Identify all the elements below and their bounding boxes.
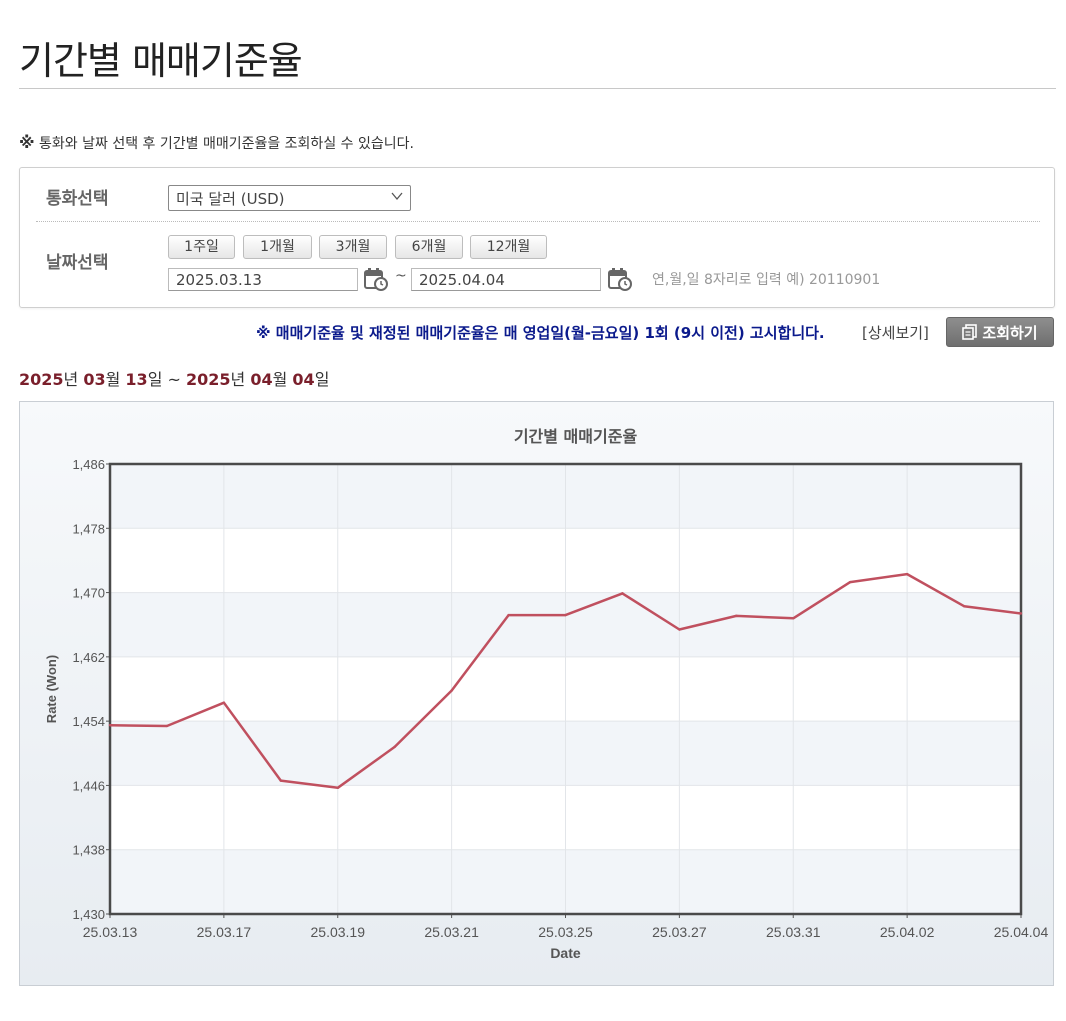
data-point [165, 724, 169, 728]
search-form: 통화선택 미국 달러 (USD) 날짜선택 1주일 1개월 3개월 6개월 12… [19, 167, 1055, 308]
y-tick-label: 1,446 [72, 778, 105, 793]
start-date-input[interactable]: 2025.03.13 [168, 268, 358, 291]
data-point [393, 745, 396, 749]
rate-line-chart: 1,430 1,438 1,446 1,454 1,462 1,470 1,478 1,486… [44, 427, 1049, 961]
start-year: 2025 [19, 370, 64, 389]
currency-label: 통화선택 [46, 189, 109, 209]
data-point [450, 689, 453, 692]
currency-select-value: 미국 달러 (USD) [176, 190, 285, 208]
data-point [678, 628, 681, 631]
y-tick-label: 1,462 [72, 650, 105, 665]
plot-border [108, 462, 1023, 916]
y-tick-label: 1,438 [72, 843, 105, 858]
day-unit: 일 [314, 370, 330, 389]
range-separator: ~ [162, 370, 186, 389]
x-tick-label: 25.03.17 [197, 924, 252, 940]
month-unit: 월 [272, 370, 293, 389]
period-1week-button[interactable]: 1주일 [168, 235, 235, 259]
data-point [621, 592, 624, 595]
x-tick-label: 25.03.27 [652, 924, 707, 940]
y-tick-label: 1,486 [72, 457, 105, 472]
date-format-hint: 연,월,일 8자리로 입력 예) 20110901 [652, 272, 881, 288]
y-tick-label: 1,470 [72, 586, 105, 601]
date-label: 날짜선택 [46, 253, 109, 273]
chart-title: 기간별 매매기준율 [514, 427, 638, 446]
y-tick-label: 1,430 [72, 907, 105, 922]
x-tick-label: 25.04.02 [880, 924, 935, 940]
x-tick-label: 25.03.31 [766, 924, 821, 940]
data-point [905, 572, 909, 576]
start-day: 13 [125, 370, 148, 389]
row-divider [36, 221, 1040, 222]
period-3month-button[interactable]: 3개월 [319, 235, 387, 259]
query-button[interactable]: 조회하기 [946, 317, 1054, 347]
notice-text: ※ 통화와 날짜 선택 후 기간별 매매기준율을 조회하실 수 있습니다. [19, 133, 414, 153]
query-button-label: 조회하기 [982, 323, 1038, 342]
notice-body: 통화와 날짜 선택 후 기간별 매매기준율을 조회하실 수 있습니다. [34, 136, 414, 152]
chevron-down-icon [391, 192, 403, 201]
y-tick-label: 1,454 [72, 714, 105, 729]
x-tick-label: 25.03.19 [311, 924, 366, 940]
start-date-calendar-icon[interactable] [363, 266, 389, 292]
x-tick-label: 25.03.13 [83, 924, 138, 940]
data-point [848, 580, 852, 584]
x-tick-label: 25.03.21 [424, 924, 479, 940]
y-tick-label: 1,478 [72, 521, 105, 536]
page-title: 기간별 매매기준율 [19, 39, 303, 83]
data-point [108, 723, 112, 727]
document-icon [962, 324, 978, 340]
notice-mark: ※ [19, 133, 35, 152]
data-point [962, 605, 966, 608]
period-12month-button[interactable]: 12개월 [470, 235, 547, 259]
year-unit: 년 [63, 370, 84, 389]
period-1month-button[interactable]: 1개월 [243, 235, 312, 259]
currency-select[interactable]: 미국 달러 (USD) [168, 185, 411, 211]
start-month: 03 [83, 370, 106, 389]
day-unit: 일 [147, 370, 163, 389]
data-point [1019, 612, 1023, 615]
year-unit: 년 [230, 370, 251, 389]
x-tick-label: 25.03.25 [538, 924, 593, 940]
end-date-calendar-icon[interactable] [607, 266, 633, 292]
end-day: 04 [292, 370, 315, 389]
announcement-text: ※ 매매기준율 및 재정된 매매기준율은 매 영업일(월-금요일) 1회 (9시… [256, 324, 825, 342]
data-point [222, 701, 226, 704]
month-unit: 월 [105, 370, 126, 389]
y-axis-label: Rate (Won) [44, 655, 59, 723]
data-point [564, 613, 567, 617]
data-point [735, 614, 738, 618]
x-axis-label: Date [550, 945, 581, 961]
detail-link[interactable]: [상세보기] [862, 324, 929, 342]
end-year: 2025 [186, 370, 231, 389]
end-date-input[interactable]: 2025.04.04 [411, 268, 601, 291]
end-month: 04 [250, 370, 273, 389]
title-divider [19, 88, 1056, 89]
data-point [279, 779, 283, 782]
date-range-separator: ~ [395, 268, 407, 284]
chart-panel: 1,430 1,438 1,446 1,454 1,462 1,470 1,478 1,486… [19, 401, 1054, 986]
x-tick-label: 25.04.04 [994, 924, 1049, 940]
data-point [507, 613, 510, 617]
data-point [792, 617, 795, 620]
data-point [336, 786, 339, 790]
selected-range-display: 2025년 03월 13일 ~ 2025년 04월 04일 [19, 366, 329, 390]
period-6month-button[interactable]: 6개월 [395, 235, 463, 259]
